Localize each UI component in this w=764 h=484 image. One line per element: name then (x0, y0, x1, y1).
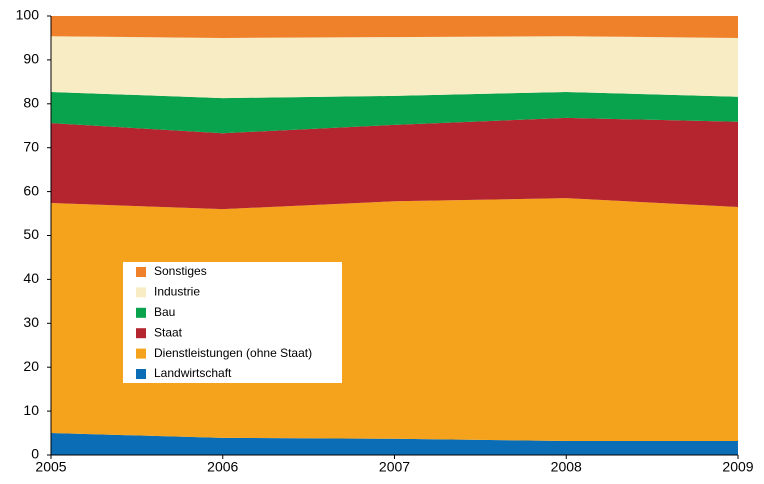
y-tick-label: 30 (23, 314, 39, 330)
legend-label: Staat (154, 325, 183, 339)
legend-label: Dienstleistungen (ohne Staat) (154, 346, 312, 360)
y-tick-label: 80 (23, 95, 39, 111)
y-tick-label: 10 (23, 402, 39, 418)
x-tick-label: 2007 (379, 459, 410, 475)
area (51, 16, 738, 38)
legend-swatch (136, 328, 146, 339)
y-tick-label: 20 (23, 358, 39, 374)
x-tick-label: 2006 (207, 459, 238, 475)
y-tick-label: 70 (23, 138, 39, 154)
area (51, 433, 738, 455)
area (51, 117, 738, 210)
y-tick-label: 0 (31, 446, 39, 462)
y-tick-label: 40 (23, 270, 39, 286)
legend-swatch (136, 307, 146, 318)
legend-label: Industrie (154, 285, 200, 299)
legend: Landwirtschaft Dienstleistungen (ohne Sta… (123, 262, 342, 383)
x-tick-label: 2008 (551, 459, 582, 475)
y-tick-label: 90 (23, 51, 39, 67)
area (51, 91, 738, 134)
y-tick-label: 60 (23, 182, 39, 198)
x-tick-label: 2009 (722, 459, 753, 475)
legend-label: Bau (154, 305, 175, 319)
legend-swatch (136, 369, 146, 379)
x-tick-label: 2005 (35, 459, 66, 475)
legend-swatch (136, 287, 146, 298)
y-tick-label: 50 (23, 226, 39, 242)
y-tick-label: 100 (16, 7, 40, 23)
legend-swatch (136, 348, 146, 359)
legend-label: Sonstiges (154, 264, 207, 278)
legend-box (123, 262, 342, 383)
legend-label: Landwirtschaft (154, 366, 232, 380)
area (51, 36, 738, 99)
legend-swatch (136, 267, 146, 277)
